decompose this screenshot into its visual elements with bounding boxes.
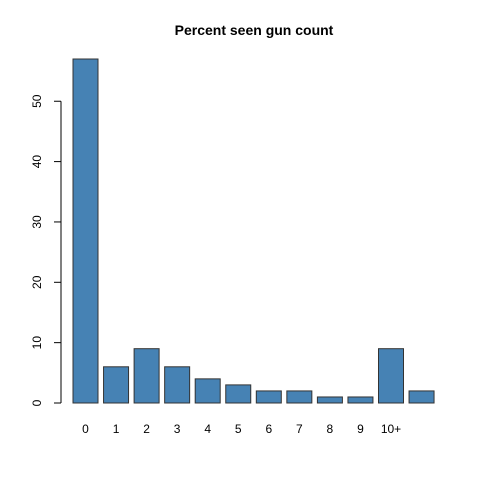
bar — [194, 378, 221, 404]
bar — [225, 384, 252, 404]
bar — [408, 390, 435, 404]
y-tick-label: 50 — [30, 94, 44, 108]
y-tick-label: 20 — [30, 275, 44, 289]
y-tick-label: 40 — [30, 155, 44, 169]
y-tick-label: 0 — [30, 399, 44, 406]
x-category-label: 5 — [235, 422, 242, 436]
bar — [255, 390, 282, 404]
x-category-label: 2 — [143, 422, 150, 436]
chart-title: Percent seen gun count — [175, 22, 334, 38]
bar — [286, 390, 313, 404]
x-category-label: 0 — [82, 422, 89, 436]
bar — [164, 366, 191, 404]
bar — [72, 58, 99, 404]
bar — [103, 366, 130, 404]
x-category-label: 3 — [174, 422, 181, 436]
y-tick-label: 30 — [30, 215, 44, 229]
bars — [72, 58, 435, 404]
y-axis: 0 10 20 30 40 50 — [30, 94, 62, 406]
x-category-label: 4 — [204, 422, 211, 436]
x-category-label: 10+ — [381, 422, 401, 436]
x-category-label: 1 — [113, 422, 120, 436]
x-category-label: 8 — [327, 422, 334, 436]
bar — [347, 396, 374, 404]
x-category-label: 7 — [296, 422, 303, 436]
y-tick-label: 10 — [30, 336, 44, 350]
x-axis-labels: 0 1 2 3 4 5 6 7 8 9 10+ — [82, 422, 401, 436]
x-category-label: 6 — [265, 422, 272, 436]
bar — [316, 396, 343, 404]
bar — [133, 348, 160, 404]
x-category-label: 9 — [357, 422, 364, 436]
bar — [378, 348, 404, 404]
